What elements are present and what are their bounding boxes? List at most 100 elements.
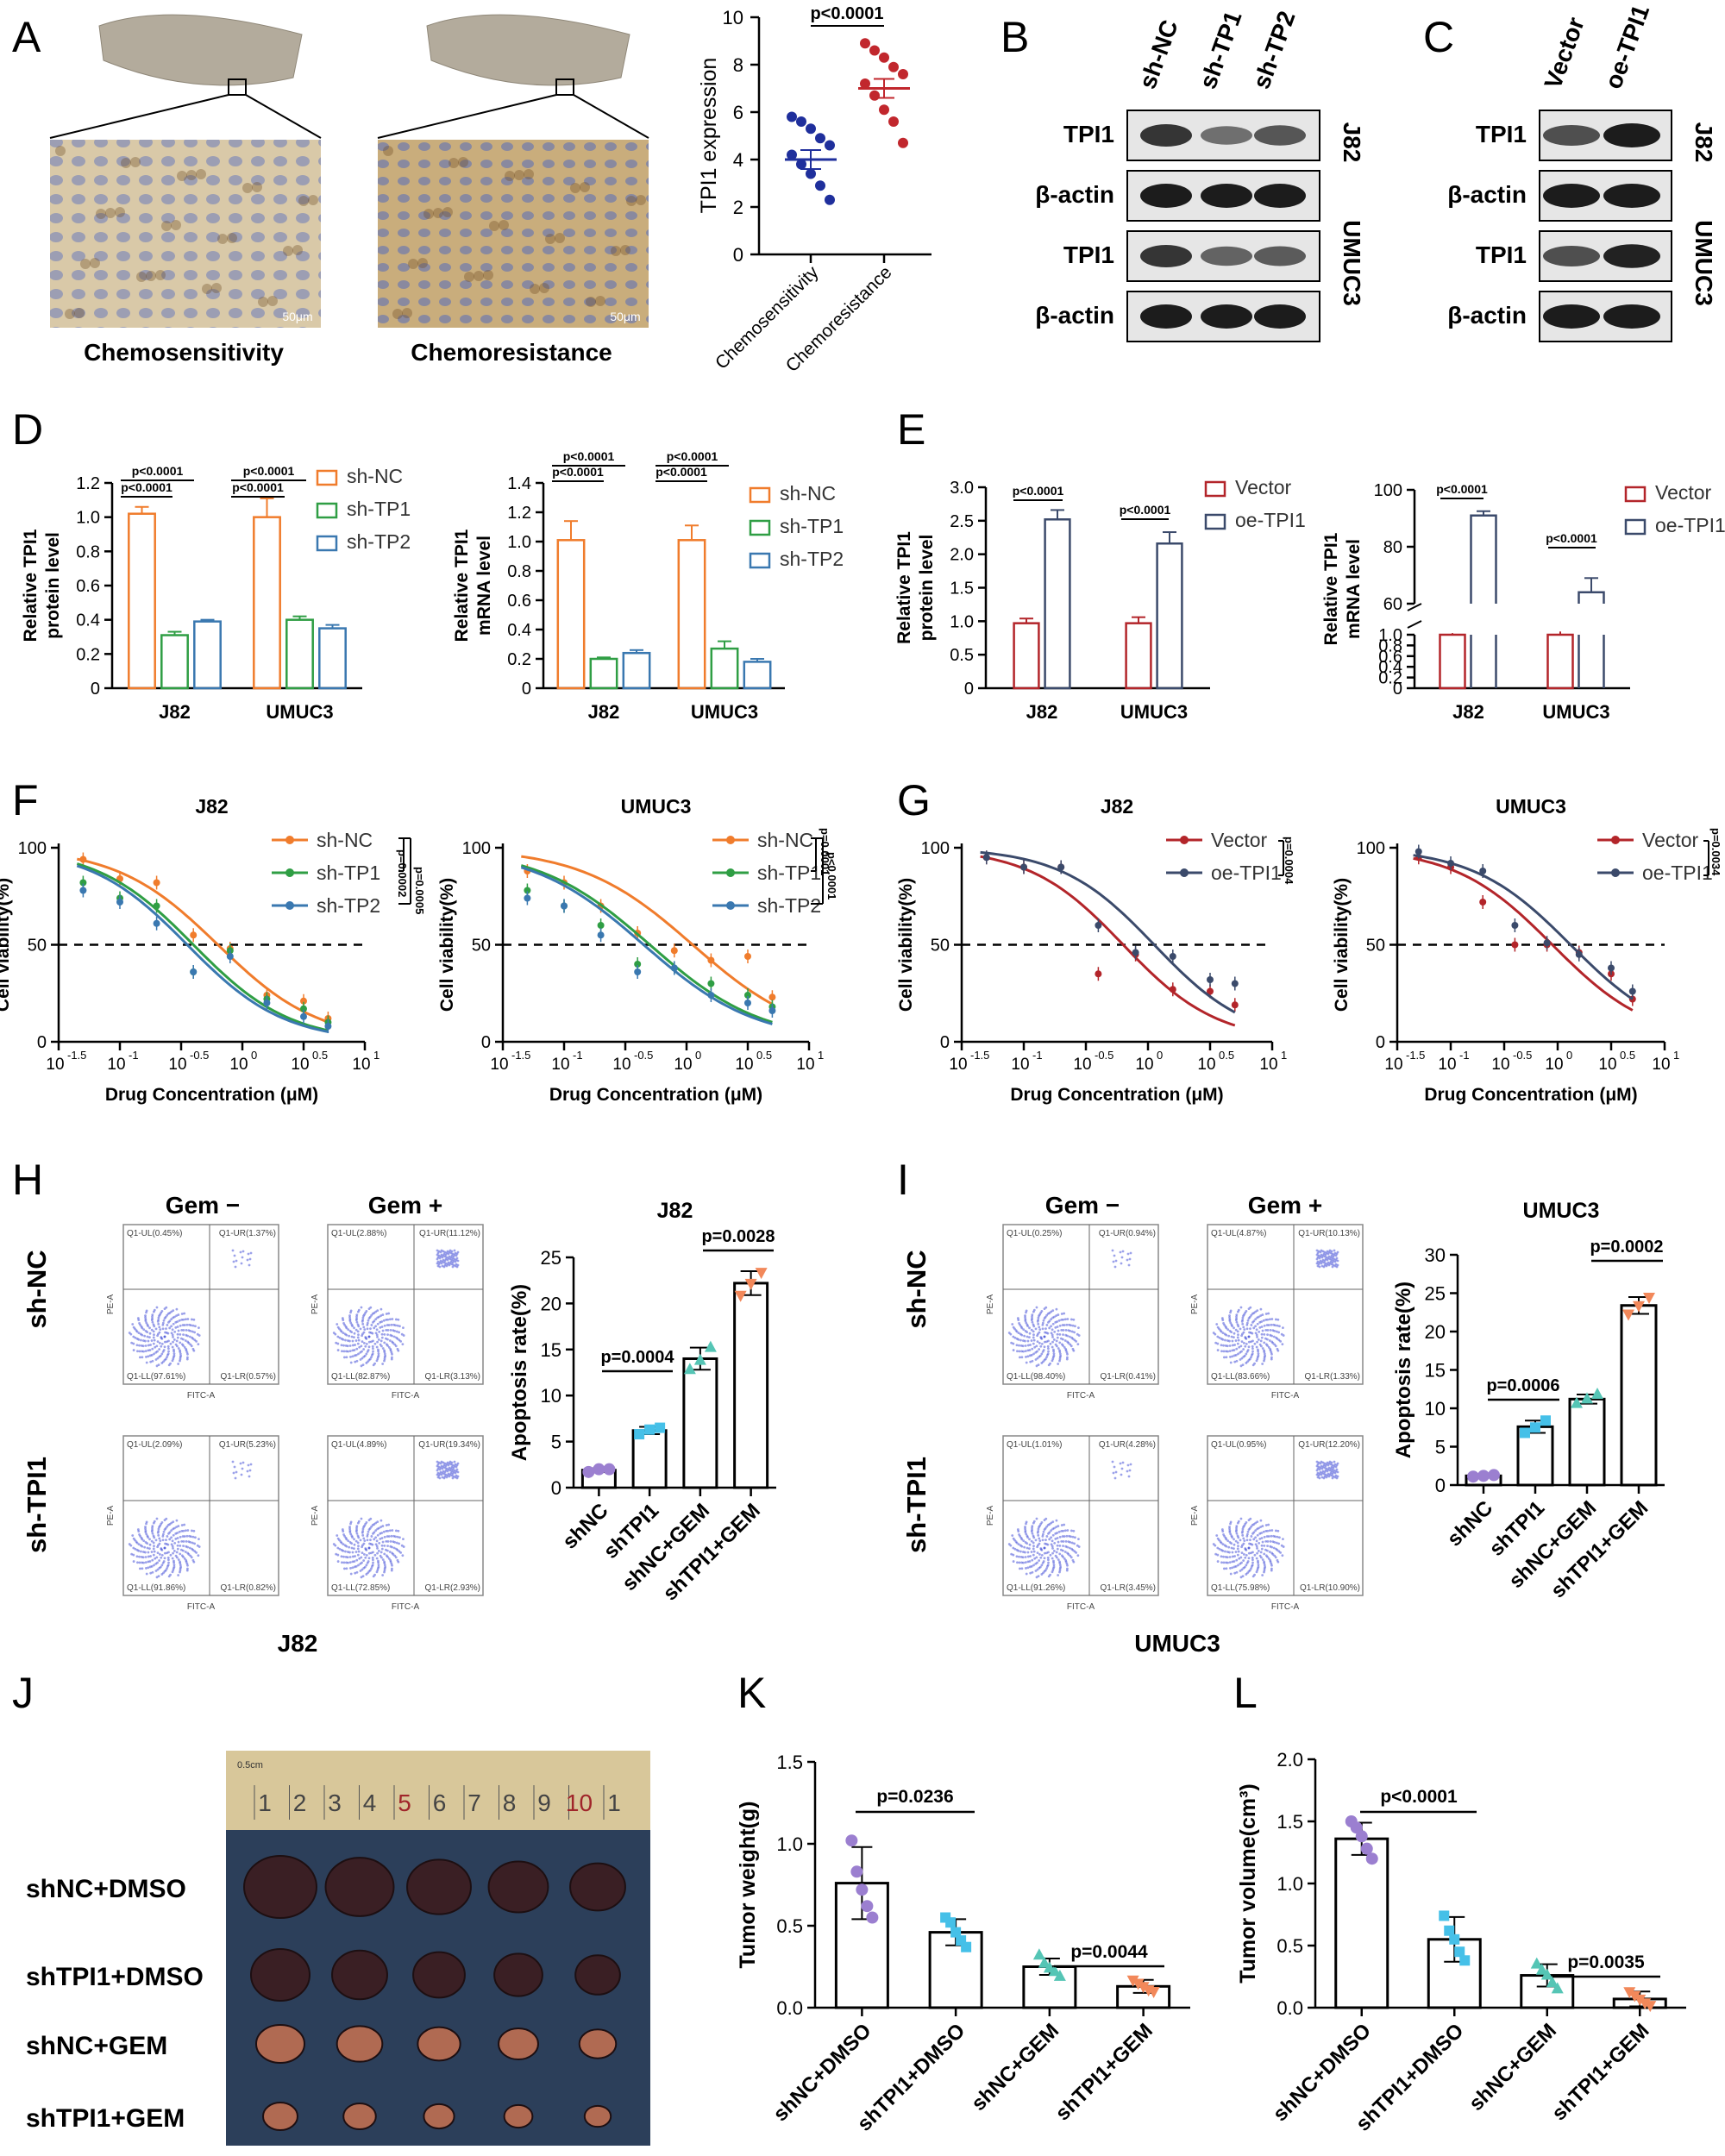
stain-spot: [555, 233, 565, 243]
event-dot: [155, 1517, 159, 1520]
event-dot: [361, 1340, 364, 1343]
event-dot: [185, 1349, 188, 1352]
event-dot: [1263, 1359, 1265, 1363]
data-point: [655, 1422, 666, 1433]
event-dot: [1214, 1552, 1218, 1556]
event-dot: [1120, 1256, 1124, 1259]
tick-label: 10: [1197, 1056, 1215, 1074]
event-dot: [1235, 1313, 1239, 1317]
event-dot: [1058, 1552, 1062, 1556]
event-dot: [179, 1357, 182, 1361]
legend-swatch: [316, 502, 338, 519]
event-dot: [362, 1566, 366, 1570]
stain-spot: [539, 283, 549, 293]
event-dot: [1052, 1550, 1056, 1552]
event-dot: [1239, 1344, 1243, 1348]
event-dot: [154, 1327, 158, 1331]
event-dot: [361, 1551, 364, 1554]
p-value: p=0.0002: [1590, 1238, 1663, 1257]
event-dot: [361, 1319, 365, 1321]
event-dot: [1234, 1551, 1238, 1553]
bar: [1578, 591, 1605, 688]
event-dot: [390, 1569, 393, 1572]
event-dot: [354, 1328, 358, 1332]
event-dot: [1127, 1475, 1131, 1478]
event-dot: [1043, 1546, 1046, 1550]
data-point: [1581, 1392, 1593, 1404]
event-dot: [175, 1519, 179, 1522]
bar: [253, 516, 281, 690]
event-dot: [179, 1567, 182, 1570]
event-dot: [1053, 1541, 1057, 1545]
event-dot: [1250, 1567, 1252, 1570]
event-dot: [1045, 1565, 1049, 1568]
stain-spot: [474, 271, 484, 281]
legend-marker: [285, 836, 294, 844]
event-dot: [172, 1520, 175, 1524]
tick-exponent: -0.5: [190, 1049, 209, 1062]
event-dot: [1239, 1358, 1242, 1361]
quadrant-label: Q1-LL(98.40%): [1007, 1372, 1065, 1382]
event-dot: [176, 1547, 179, 1551]
tick-exponent: -0.5: [1095, 1049, 1113, 1062]
data-point: [945, 1917, 957, 1928]
event-dot: [1228, 1527, 1231, 1531]
event-dot: [179, 1359, 181, 1363]
y-axis-label: mRNA level: [1344, 539, 1364, 639]
data-point: [683, 1363, 696, 1375]
event-dot: [168, 1538, 172, 1541]
data-point: [1591, 1387, 1603, 1399]
stain-spot: [408, 259, 418, 269]
event-dot: [1240, 1357, 1244, 1360]
event-dot: [1225, 1567, 1228, 1570]
event-dot: [1269, 1349, 1272, 1352]
event-dot: [1270, 1334, 1274, 1338]
event-dot: [170, 1543, 173, 1546]
event-dot: [370, 1525, 373, 1528]
tick-exponent: 1: [1673, 1049, 1679, 1062]
tick-exponent: 0: [251, 1049, 257, 1062]
event-dot: [148, 1538, 151, 1541]
event-dot: [368, 1526, 372, 1530]
event-dot: [449, 1463, 453, 1466]
event-dot: [166, 1525, 169, 1528]
flow-plot-frame: [1207, 1224, 1364, 1385]
event-dot: [1037, 1527, 1040, 1531]
stain-spot: [298, 196, 309, 206]
column-label: Gem +: [1248, 1192, 1322, 1219]
event-dot: [248, 1263, 251, 1267]
stain-spot: [171, 220, 181, 230]
x-axis-label: Drug Concentration (μM): [1010, 1085, 1223, 1105]
event-dot: [335, 1341, 338, 1344]
event-dot: [1056, 1537, 1059, 1539]
event-dot: [379, 1537, 382, 1540]
event-dot: [1038, 1341, 1041, 1344]
event-dot: [1034, 1358, 1038, 1361]
event-dot: [1051, 1345, 1054, 1349]
event-dot: [1041, 1323, 1044, 1326]
event-dot: [1261, 1525, 1264, 1527]
event-dot: [446, 1470, 449, 1473]
event-dot: [158, 1331, 161, 1334]
event-dot: [1050, 1325, 1053, 1328]
event-dot: [1021, 1551, 1025, 1553]
event-dot: [1071, 1347, 1075, 1351]
event-dot: [1051, 1557, 1054, 1560]
event-dot: [1330, 1263, 1333, 1266]
event-dot: [346, 1551, 349, 1553]
event-dot: [365, 1554, 368, 1557]
event-dot: [1247, 1345, 1251, 1349]
zoom-box: [228, 78, 247, 96]
tick-label: 15: [1425, 1360, 1446, 1382]
event-dot: [363, 1524, 366, 1527]
tick-label: 1.0: [776, 1833, 803, 1855]
event-dot: [1245, 1343, 1248, 1345]
event-dot: [1251, 1344, 1254, 1348]
tick-label: 0: [1435, 1475, 1446, 1496]
tick-label: 0.6: [507, 592, 531, 611]
category-label: shNC+GEM: [967, 2019, 1063, 2115]
legend-swatch: [749, 486, 771, 504]
tick-label: 1.2: [76, 474, 100, 493]
stain-spot: [499, 220, 509, 230]
